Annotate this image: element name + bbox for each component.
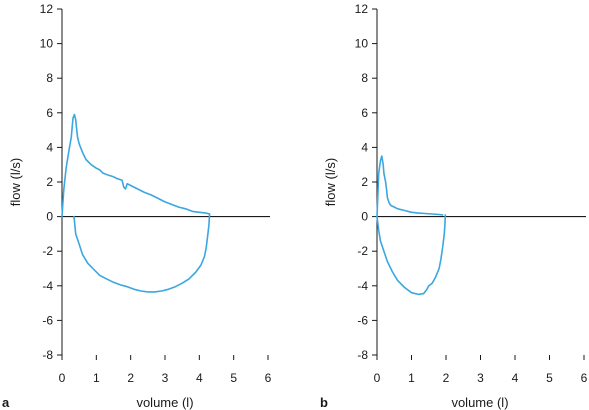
- y-axis-title-a: flow (l/s): [8, 158, 23, 206]
- x-tick-label: 6: [265, 371, 272, 385]
- y-tick-label: 12: [40, 2, 54, 16]
- x-tick-label: 2: [443, 371, 450, 385]
- x-tick-label: 5: [230, 371, 237, 385]
- y-tick-label: 10: [355, 37, 369, 51]
- x-axis-title-b: volume (l): [451, 395, 508, 410]
- y-tick-label: 12: [355, 2, 369, 16]
- y-tick-label: -8: [42, 348, 53, 362]
- y-tick-label: -2: [42, 244, 53, 258]
- x-tick-label: 4: [196, 371, 203, 385]
- y-tick-label: -4: [357, 279, 368, 293]
- x-tick-label: 4: [512, 371, 519, 385]
- y-tick-label: -8: [357, 348, 368, 362]
- x-tick-label: 1: [408, 371, 415, 385]
- y-tick-label: 2: [46, 175, 53, 189]
- y-tick-label: -6: [357, 313, 368, 327]
- expiratory-curve-b: [376, 155, 444, 218]
- y-tick-label: 0: [361, 210, 368, 224]
- x-tick-label: 2: [127, 371, 134, 385]
- inspiratory-curve-b: [376, 214, 447, 296]
- y-tick-label: 2: [361, 175, 368, 189]
- x-tick-label: 0: [59, 371, 66, 385]
- y-tick-label: -2: [357, 244, 368, 258]
- x-axis-title-a: volume (l): [136, 395, 193, 410]
- y-tick-label: 4: [361, 140, 368, 154]
- y-tick-label: -4: [42, 279, 53, 293]
- y-tick-label: 4: [46, 140, 53, 154]
- x-tick-label: 3: [162, 371, 169, 385]
- y-tick-label: 0: [46, 210, 53, 224]
- y-tick-label: 10: [40, 37, 54, 51]
- y-tick-label: 6: [361, 106, 368, 120]
- y-tick-label: 6: [46, 106, 53, 120]
- x-tick-label: 5: [546, 371, 553, 385]
- y-tick-label: 8: [361, 71, 368, 85]
- inspiratory-curve-a: [73, 213, 211, 293]
- x-tick-label: 0: [374, 371, 381, 385]
- x-tick-label: 6: [581, 371, 588, 385]
- panel-label-a: a: [2, 395, 10, 410]
- x-tick-label: 3: [477, 371, 484, 385]
- y-tick-label: -6: [42, 313, 53, 327]
- x-tick-label: 1: [93, 371, 100, 385]
- expiratory-curve-a: [61, 113, 211, 218]
- y-axis-title-b: flow (l/s): [323, 158, 338, 206]
- y-tick-label: 8: [46, 71, 53, 85]
- panel-label-b: b: [320, 395, 328, 410]
